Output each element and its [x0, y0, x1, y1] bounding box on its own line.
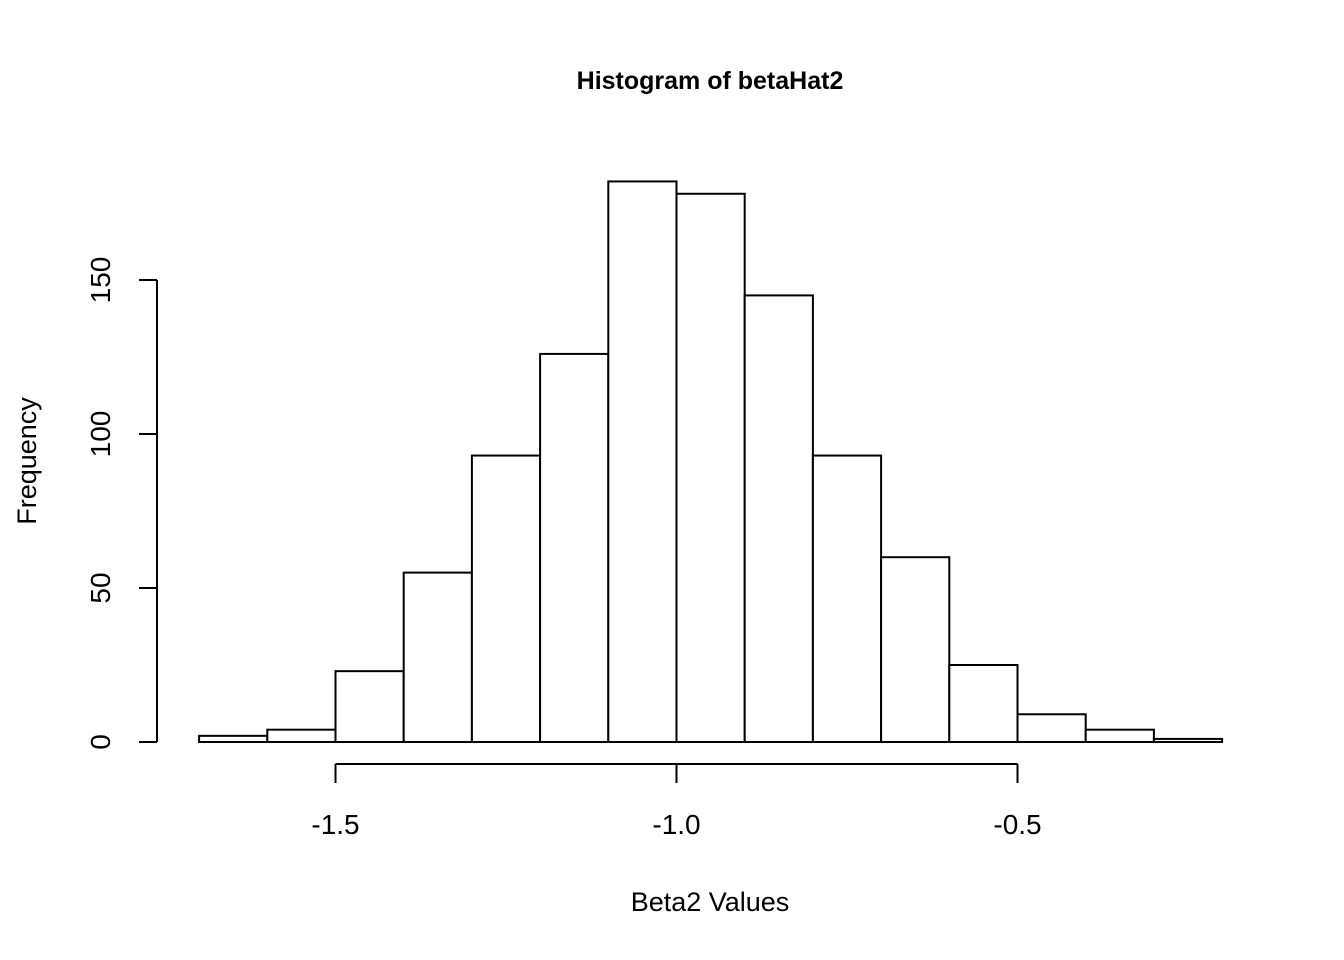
y-axis-label: Frequency — [12, 397, 42, 525]
y-axis: 0 50 100 150 — [85, 257, 158, 750]
histogram-bar — [1016, 713, 1087, 744]
histogram-bar — [811, 454, 883, 743]
y-tick-label: 0 — [85, 734, 116, 750]
chart-title: Histogram of betaHat2 — [577, 67, 844, 95]
y-tick-label: 150 — [85, 257, 116, 304]
histogram-bars — [198, 180, 1224, 744]
histogram-bar — [675, 192, 746, 743]
histogram-bar — [1084, 728, 1155, 743]
x-tick-label: -1.5 — [311, 809, 359, 840]
histogram-bar — [266, 728, 337, 743]
histogram-bar — [880, 556, 951, 744]
histogram-bar — [470, 454, 542, 743]
x-tick-label: -0.5 — [993, 809, 1041, 840]
histogram-bar — [402, 571, 473, 743]
histogram-bar — [743, 294, 814, 743]
x-axis-label: Beta2 Values — [631, 887, 790, 917]
histogram-bar — [948, 664, 1019, 743]
histogram-bar — [607, 180, 678, 743]
x-axis: -1.5 -1.0 -0.5 — [311, 763, 1042, 840]
histogram-bar — [334, 670, 405, 743]
histogram-bar — [1152, 737, 1224, 743]
histogram-bar — [198, 734, 269, 744]
y-tick-label: 50 — [85, 572, 116, 603]
histogram-bar — [539, 352, 610, 743]
x-tick-label: -1.0 — [652, 809, 700, 840]
y-tick-label: 100 — [85, 411, 116, 458]
